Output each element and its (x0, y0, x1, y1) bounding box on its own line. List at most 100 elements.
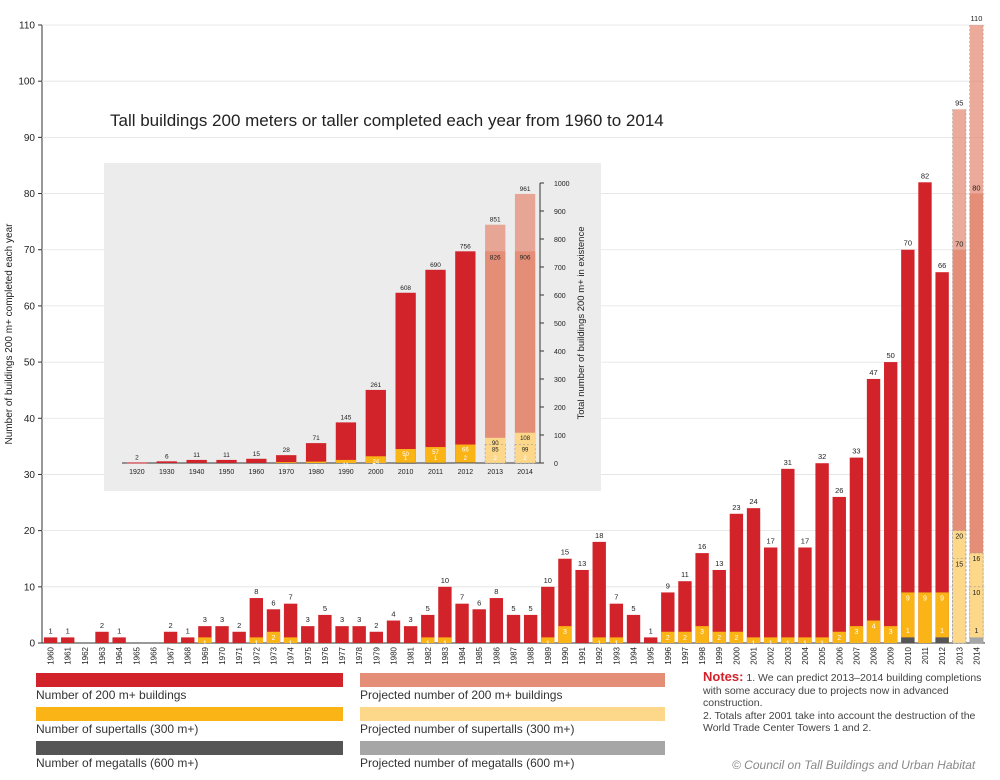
inset-y-tick-label: 200 (554, 405, 566, 412)
y-tick-label: 50 (24, 358, 36, 369)
inset-x-tick-label: 1960 (249, 469, 265, 476)
inset-data-label-300: 57 (432, 450, 439, 456)
bar-projected-600 (969, 637, 984, 643)
bar-300 (421, 637, 435, 643)
data-label-300: 2 (837, 635, 841, 642)
inset-bar-200 (425, 269, 446, 463)
inset-data-label-300: 90 (492, 441, 499, 447)
data-label-300: 9 (923, 595, 927, 602)
y-tick-label: 100 (18, 77, 35, 88)
inset-data-label-200: 11 (193, 452, 200, 459)
inset-bar-200 (305, 443, 327, 463)
inset-x-tick-label: 1970 (278, 469, 294, 476)
x-tick-label: 2010 (904, 646, 913, 664)
data-label-200: 1 (48, 626, 52, 635)
bar-300 (832, 631, 846, 643)
bar-200 (541, 586, 555, 643)
data-label-200: 3 (220, 615, 224, 624)
data-label-300: 2 (717, 635, 721, 642)
data-label-300: 1 (289, 640, 293, 647)
bar-300 (695, 626, 709, 643)
bar-300 (849, 626, 864, 643)
data-label-200-inner: 80 (972, 184, 980, 193)
bar-200 (421, 614, 435, 643)
data-label-300: 16 (973, 556, 981, 563)
x-tick-label: 1995 (647, 646, 656, 664)
bar-200 (95, 631, 109, 643)
bar-200 (163, 631, 178, 643)
inset-data-label-200: 11 (223, 452, 230, 459)
data-label-200: 18 (595, 531, 603, 540)
data-label-300: 1 (803, 640, 807, 647)
inset-data-label-300: 3 (285, 465, 289, 471)
x-tick-label: 1990 (561, 646, 570, 664)
inset-data-label-200: 28 (283, 447, 291, 454)
inset-bar-300 (425, 447, 446, 463)
x-tick-label: 1978 (355, 646, 364, 664)
data-label-200: 11 (681, 570, 689, 579)
data-label-300: 2 (666, 635, 670, 642)
x-tick-label: 1991 (578, 646, 587, 664)
data-label-200: 26 (835, 486, 843, 495)
notes-line-2: 2. Totals after 2001 take into account t… (703, 709, 976, 735)
x-tick-label: 1977 (338, 646, 347, 664)
data-label-200: 8 (494, 587, 498, 596)
x-tick-label: 1999 (715, 646, 724, 664)
inset-bar-200 (156, 461, 177, 463)
inset-bar-200 (335, 422, 357, 463)
y-tick-label: 110 (19, 21, 35, 32)
copyright: © Council on Tall Buildings and Urban Ha… (732, 758, 976, 772)
y-tick-label: 60 (24, 301, 36, 312)
data-label-200: 1 (649, 626, 653, 635)
inset-data-label-600: 1 (404, 456, 408, 462)
bar-200 (746, 508, 761, 643)
y-tick-label: 30 (24, 470, 36, 481)
inset-y-tick-label: 700 (554, 265, 566, 272)
inset-x-tick-label: 2000 (368, 469, 384, 476)
data-label-300: 3 (854, 629, 858, 636)
bar-200 (318, 614, 332, 643)
data-label-300: 1 (443, 640, 447, 647)
bar-300 (798, 637, 812, 643)
bar-200 (61, 637, 75, 643)
notes: Notes: 1. We can predict 2013–2014 build… (703, 670, 995, 735)
x-tick-label: 1962 (81, 646, 90, 664)
inset-data-label-600: 2 (494, 456, 498, 462)
inset-data-label-200: 145 (340, 414, 351, 421)
inset-data-label-600: 2 (464, 456, 468, 462)
inset-bar-200 (186, 459, 207, 463)
y-tick-label: 70 (24, 245, 36, 256)
inset-data-label-200: 2 (135, 454, 139, 461)
bar-200 (386, 620, 401, 643)
x-tick-label: 1981 (407, 646, 416, 664)
x-tick-label: 1968 (184, 646, 193, 664)
data-label-300: 1 (203, 640, 207, 647)
data-label-600: 1 (940, 628, 944, 635)
inset-y-tick-label: 800 (554, 237, 566, 244)
bar-200 (901, 249, 915, 643)
bar-200 (489, 598, 504, 643)
x-tick-label: 1965 (132, 646, 141, 664)
y-tick-label: 10 (24, 582, 36, 593)
inset-data-label-300: 50 (402, 452, 409, 458)
bar-200 (815, 463, 829, 643)
data-label-200: 7 (614, 593, 618, 602)
bar-300 (781, 637, 795, 643)
inset-data-label-200: 261 (370, 382, 381, 389)
inset-data-label-300: 11 (343, 463, 350, 469)
bar-300 (283, 637, 298, 643)
data-label-300: 2 (683, 635, 687, 642)
inset-bar-200 (485, 251, 506, 463)
bar-300 (952, 558, 967, 644)
bar-200 (918, 182, 932, 644)
x-tick-label: 1971 (235, 646, 244, 664)
bar-200 (283, 603, 298, 643)
bar-300 (866, 620, 881, 643)
bar-200 (781, 468, 795, 643)
inset-bar-200 (395, 292, 416, 463)
data-label-200: 16 (698, 542, 706, 551)
y-tick-label: 80 (24, 189, 36, 200)
inset-x-tick-label: 2013 (487, 469, 503, 476)
inset-bar-200 (514, 251, 536, 463)
data-label-200: 1 (66, 626, 70, 635)
